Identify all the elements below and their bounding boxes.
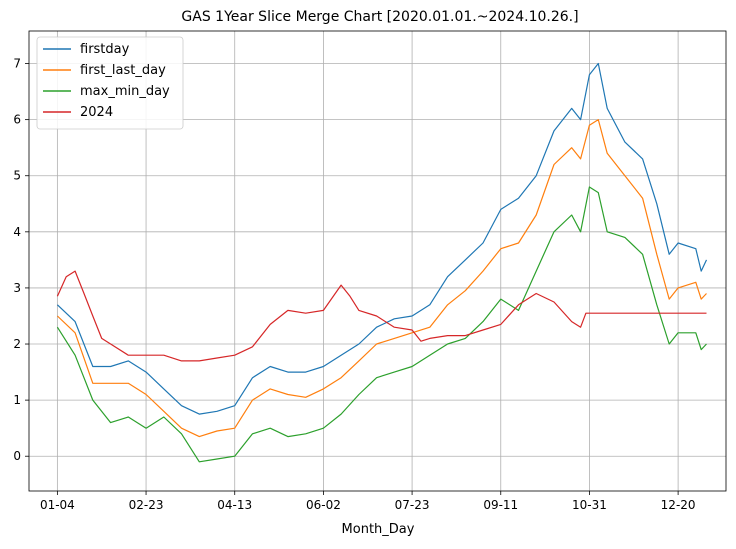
plot-frame — [28, 30, 727, 492]
axes: 01-04 02-23 04-13 06-02 07-23 09-11 10-31 12-20… — [13, 30, 727, 512]
y-tick-label: 4 — [13, 225, 21, 239]
y-tick-label: 6 — [13, 113, 21, 127]
legend: firstday first_last_day max_min_day 2024 — [36, 36, 184, 130]
y-tick-label: 3 — [13, 281, 21, 295]
x-tick-label: 07-23 — [395, 498, 430, 512]
x-tick-label: 10-31 — [572, 498, 607, 512]
series-lines — [56, 62, 708, 463]
y-tick-label: 0 — [13, 449, 21, 463]
legend-label: firstday — [80, 42, 130, 57]
series-line-first-last-day — [56, 119, 707, 438]
y-tick-label: 2 — [13, 337, 21, 351]
series-line-max-min-day — [56, 186, 707, 463]
x-tick-label: 01-04 — [40, 498, 75, 512]
chart-title: GAS 1Year Slice Merge Chart [2020.01.01.… — [181, 9, 578, 25]
grid-lines — [29, 31, 726, 491]
x-tick-label: 09-11 — [483, 498, 518, 512]
y-tick-label: 1 — [13, 393, 21, 407]
x-tick-label: 02-23 — [129, 498, 164, 512]
y-tick-label: 7 — [13, 57, 21, 71]
series-line-firstday — [56, 62, 708, 415]
x-tick-label: 04-13 — [217, 498, 252, 512]
legend-label: max_min_day — [80, 84, 170, 99]
x-tick-label: 12-20 — [661, 498, 696, 512]
x-tick-label: 06-02 — [306, 498, 341, 512]
legend-label: 2024 — [80, 105, 113, 120]
series-line-2024 — [56, 270, 707, 362]
x-axis-label: Month_Day — [342, 522, 415, 537]
y-tick-label: 5 — [13, 169, 21, 183]
legend-label: first_last_day — [80, 63, 166, 78]
legend-box — [36, 36, 184, 130]
